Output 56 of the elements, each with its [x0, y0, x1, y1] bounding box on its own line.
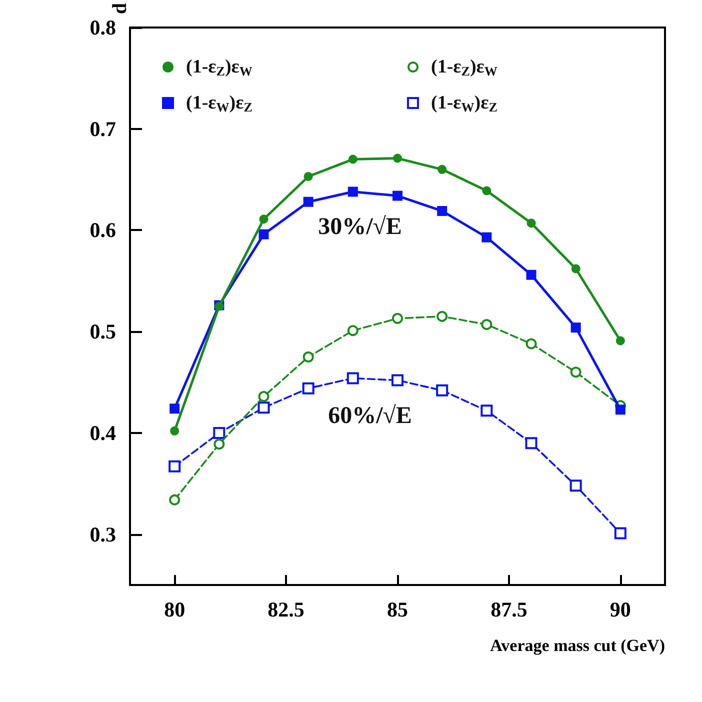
point: [481, 319, 492, 330]
y-tick-label: 0.5: [90, 320, 116, 344]
point: [170, 426, 180, 436]
point: [482, 232, 492, 242]
point: [348, 186, 358, 197]
x-tick-label: 82.5: [268, 598, 304, 622]
point: [258, 390, 270, 402]
point: [169, 494, 180, 506]
point: [304, 172, 313, 182]
point: [570, 322, 581, 333]
point: [170, 404, 180, 414]
point: [168, 460, 181, 472]
point: [526, 218, 536, 228]
point: [614, 527, 626, 540]
point: [393, 154, 402, 163]
point: [570, 480, 582, 492]
y-axis-title: d: [109, 3, 131, 14]
point: [347, 325, 358, 336]
y-tick-label: 0.4: [90, 420, 116, 445]
point: [392, 312, 403, 324]
y-tick-label: 0.6: [90, 218, 116, 242]
point: [392, 190, 402, 201]
point: [480, 404, 493, 417]
point: [438, 164, 447, 174]
y-tick-label: 0.8: [90, 16, 116, 40]
x-tick-label: 80: [164, 598, 186, 622]
point: [615, 404, 626, 415]
point: [526, 270, 536, 280]
point: [482, 186, 492, 196]
point: [213, 426, 226, 439]
point: [302, 382, 314, 394]
x-tick-label: 87.5: [490, 598, 528, 622]
point: [303, 196, 314, 207]
point: [302, 351, 314, 362]
point: [259, 214, 268, 224]
point: [570, 366, 582, 378]
point: [436, 310, 448, 322]
x-tick-label: 85: [387, 598, 408, 622]
point: [346, 372, 359, 384]
point: [214, 438, 225, 450]
annotation: 60%/√E: [328, 403, 412, 429]
point: [392, 374, 404, 386]
point: [525, 437, 538, 450]
point: [437, 206, 448, 216]
y-tick-label: 0.3: [90, 522, 116, 546]
point: [436, 384, 448, 396]
point: [258, 229, 269, 240]
y-tick-label: 0.7: [90, 116, 116, 141]
x-tick-label: 90: [610, 598, 631, 622]
annotation: 30%/√E: [318, 214, 402, 240]
point: [258, 402, 270, 414]
point: [348, 154, 358, 164]
point: [526, 338, 537, 350]
point: [571, 264, 580, 274]
x-axis-title: Average mass cut (GeV): [490, 636, 665, 655]
point: [616, 336, 625, 346]
